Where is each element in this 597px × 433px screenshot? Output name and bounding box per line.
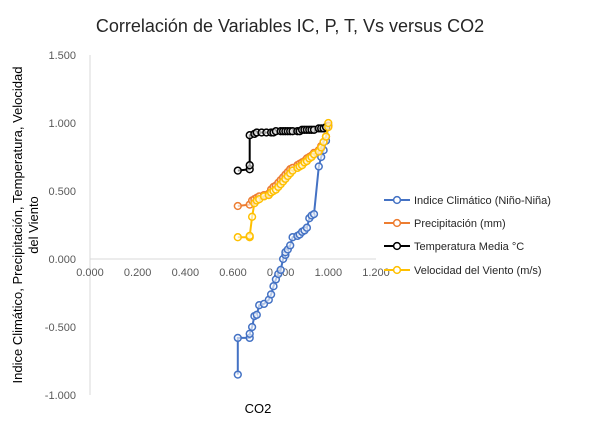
data-point xyxy=(276,265,285,275)
data-point xyxy=(233,370,242,379)
data-point xyxy=(266,290,276,299)
series-1 xyxy=(233,121,333,379)
legend-label: Velocidad del Viento (m/s) xyxy=(414,265,542,277)
x-tick-label: 1.000 xyxy=(315,267,343,279)
legend-label: Temperatura Media °C xyxy=(414,241,524,253)
legend: Indice Climático (Niño-Niña) Precipitació… xyxy=(384,195,551,277)
y-tick-label: 1.000 xyxy=(48,118,76,130)
data-point xyxy=(314,162,323,171)
data-point xyxy=(286,241,295,250)
y-tick-label: 0.500 xyxy=(48,186,76,198)
y-axis-label-line-2: del Viento xyxy=(26,196,41,254)
legend-label: Precipitación (mm) xyxy=(414,218,506,230)
x-tick-label: 0.200 xyxy=(124,267,152,279)
data-point xyxy=(302,223,312,232)
legend-marker xyxy=(392,241,402,251)
data-point xyxy=(252,310,261,319)
legend-item: Precipitación (mm) xyxy=(384,218,506,230)
legend-label: Indice Climático (Niño-Niña) xyxy=(414,195,551,207)
data-point xyxy=(245,329,254,338)
x-tick-label: 0.000 xyxy=(76,267,104,279)
y-axis-label-line-1: Indice Climático, Precipitación, Tempera… xyxy=(10,67,25,384)
legend-item: Indice Climático (Niño-Niña) xyxy=(384,195,551,207)
y-axis-label: Indice Climático, Precipitación, Tempera… xyxy=(10,67,41,384)
legend-marker xyxy=(392,218,402,228)
data-point xyxy=(324,118,333,128)
data-point xyxy=(233,166,242,175)
series-4 xyxy=(233,118,333,242)
legend-marker xyxy=(392,265,402,275)
series-layer xyxy=(233,118,333,379)
data-point xyxy=(269,282,278,291)
y-tick-label: -0.500 xyxy=(45,322,76,334)
data-point xyxy=(321,132,331,141)
legend-item: Velocidad del Viento (m/s) xyxy=(384,265,542,277)
data-point xyxy=(233,333,242,343)
x-tick-label: 0.600 xyxy=(219,267,247,279)
data-point xyxy=(247,322,257,332)
chart-title: Correlación de Variables IC, P, T, Vs ve… xyxy=(96,16,484,36)
y-tick-label: -1.000 xyxy=(45,390,76,402)
data-point xyxy=(309,209,319,219)
data-point xyxy=(247,212,257,221)
legend-item: Temperatura Media °C xyxy=(384,241,524,253)
y-tick-label: 0.000 xyxy=(48,254,76,266)
series-3 xyxy=(233,122,331,175)
x-tick-label: 1.200 xyxy=(362,267,390,279)
y-tick-label: 1.500 xyxy=(48,50,76,62)
x-axis-label: CO2 xyxy=(245,401,272,416)
x-tick-label: 0.400 xyxy=(172,267,200,279)
data-point xyxy=(233,233,242,242)
data-point xyxy=(245,161,254,170)
legend-marker xyxy=(392,195,402,205)
axes: 0.0000.2000.4000.6000.8001.0001.2001.500… xyxy=(45,50,390,402)
data-point xyxy=(245,231,254,241)
data-point xyxy=(233,201,242,211)
